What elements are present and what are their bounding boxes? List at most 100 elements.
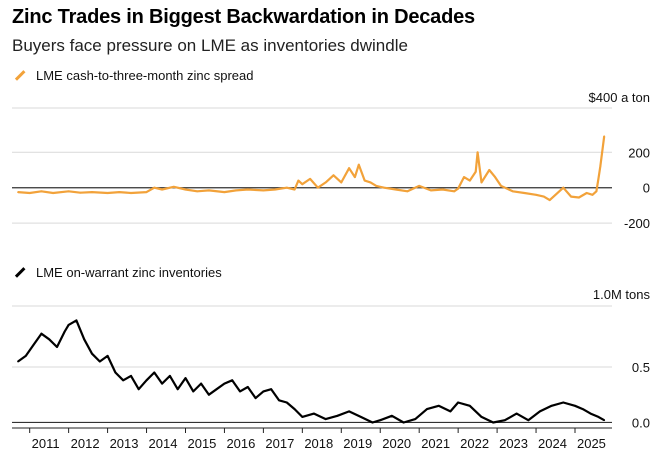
spread-data-point bbox=[562, 186, 565, 189]
legend-inventory-label: LME on-warrant zinc inventories bbox=[36, 265, 222, 280]
inventory-data-point bbox=[313, 412, 315, 415]
spread-series-line bbox=[17, 136, 606, 202]
inventory-data-point bbox=[480, 416, 483, 418]
inventory-data-point bbox=[161, 382, 164, 385]
spread-data-point bbox=[599, 165, 602, 168]
inventory-data-point bbox=[246, 386, 249, 388]
inventory-data-point bbox=[56, 346, 58, 348]
x-tick-label: 2023 bbox=[499, 436, 528, 451]
inventory-data-point bbox=[145, 379, 148, 382]
inventory-data-point bbox=[457, 401, 459, 404]
inventory-data-point bbox=[169, 375, 171, 377]
spread-data-point bbox=[153, 186, 156, 189]
inventory-data-point bbox=[200, 382, 203, 385]
spread-ytick-label: 0 bbox=[643, 181, 650, 196]
inventory-data-point bbox=[239, 390, 241, 393]
spread-data-point bbox=[145, 191, 148, 194]
inventory-data-point bbox=[208, 393, 210, 396]
inventory-data-point bbox=[67, 324, 70, 326]
spread-data-point bbox=[603, 135, 606, 138]
inventory-panel: 0.5 0.0 bbox=[12, 305, 650, 430]
inventory-data-point bbox=[359, 416, 362, 418]
spread-data-point bbox=[548, 199, 551, 202]
inventory-data-point bbox=[426, 408, 428, 410]
spread-data-point bbox=[535, 193, 537, 196]
legend-inventory: LME on-warrant zinc inventories bbox=[12, 265, 222, 280]
inventory-data-point bbox=[379, 419, 382, 422]
inventory-data-point bbox=[603, 419, 606, 422]
x-tick-label: 2011 bbox=[32, 436, 60, 451]
inventory-data-point bbox=[550, 404, 553, 407]
spread-data-point bbox=[354, 176, 356, 179]
inventory-data-point bbox=[176, 388, 179, 391]
inventory-data-point bbox=[515, 412, 518, 415]
inventory-data-point bbox=[414, 418, 417, 420]
spread-data-point bbox=[246, 188, 249, 191]
inventory-data-point bbox=[574, 404, 576, 407]
spread-data-point bbox=[118, 191, 121, 194]
inventory-data-point bbox=[231, 379, 234, 382]
spread-ytick-label: -200 bbox=[624, 216, 650, 231]
inventory-data-point bbox=[504, 419, 506, 422]
x-tick-label: 2021 bbox=[421, 436, 450, 451]
spread-data-point bbox=[488, 169, 491, 171]
x-tick-label: 2024 bbox=[538, 436, 567, 451]
spread-data-point bbox=[67, 190, 70, 193]
spread-data-point bbox=[500, 185, 502, 187]
spread-data-point bbox=[161, 188, 164, 191]
inventory-data-point bbox=[137, 388, 140, 391]
spread-data-point bbox=[317, 186, 319, 189]
spread-data-point bbox=[17, 191, 19, 194]
inventory-data-point bbox=[468, 404, 471, 407]
spread-data-point bbox=[570, 195, 572, 198]
x-tick-label: 2014 bbox=[149, 436, 178, 451]
inventory-data-point bbox=[589, 412, 592, 415]
spread-data-point bbox=[348, 167, 350, 170]
inventory-data-point bbox=[402, 421, 405, 424]
inventory-data-point bbox=[91, 352, 93, 355]
inventory-data-point bbox=[40, 332, 43, 335]
inventory-data-point bbox=[192, 390, 195, 393]
spread-ytick-label: 200 bbox=[628, 145, 650, 160]
spread-data-point bbox=[595, 190, 598, 193]
inventory-data-point bbox=[539, 410, 541, 413]
x-tick-label: 2012 bbox=[71, 436, 100, 451]
spread-data-point bbox=[91, 191, 93, 194]
inventory-data-point bbox=[215, 388, 218, 391]
spread-data-point bbox=[208, 189, 210, 192]
spread-data-point bbox=[406, 190, 409, 193]
spread-data-point bbox=[235, 189, 238, 192]
spread-data-point bbox=[324, 181, 327, 184]
inventory-data-point bbox=[371, 421, 374, 424]
inventory-ytick-label: 0.0 bbox=[632, 415, 650, 430]
inventory-data-point bbox=[597, 416, 600, 418]
x-axis: 2011 2012 2013 2014 2015 2016 2017 2018 2019 2020… bbox=[12, 427, 612, 451]
inventory-data-point bbox=[153, 371, 156, 374]
spread-data-point bbox=[40, 190, 43, 193]
x-tick-label: 2020 bbox=[382, 436, 411, 451]
x-tick-label: 2022 bbox=[460, 436, 489, 451]
spread-data-point bbox=[578, 196, 580, 199]
spread-data-point bbox=[480, 181, 483, 184]
inventory-unit-label: 1.0M tons bbox=[593, 287, 651, 302]
x-tick-label: 2025 bbox=[577, 436, 606, 451]
inventory-data-point bbox=[122, 379, 125, 382]
inventory-data-point bbox=[324, 418, 327, 420]
spread-data-point bbox=[130, 192, 132, 194]
spread-data-point bbox=[375, 185, 378, 187]
inventory-data-point bbox=[437, 404, 440, 407]
spread-data-point bbox=[542, 195, 545, 198]
inventory-data-point bbox=[223, 382, 226, 385]
spread-panel: 200 0 -200 bbox=[12, 107, 650, 231]
inventory-data-point bbox=[527, 419, 530, 422]
inventory-data-point bbox=[48, 338, 51, 341]
spread-data-point bbox=[293, 188, 296, 191]
spread-data-point bbox=[297, 179, 300, 182]
spread-data-point bbox=[363, 179, 366, 182]
spread-data-point bbox=[262, 189, 265, 192]
inventory-data-point bbox=[184, 377, 187, 379]
inventory-data-point bbox=[562, 401, 565, 404]
inventory-series-line bbox=[17, 319, 605, 424]
spread-data-point bbox=[285, 186, 288, 189]
